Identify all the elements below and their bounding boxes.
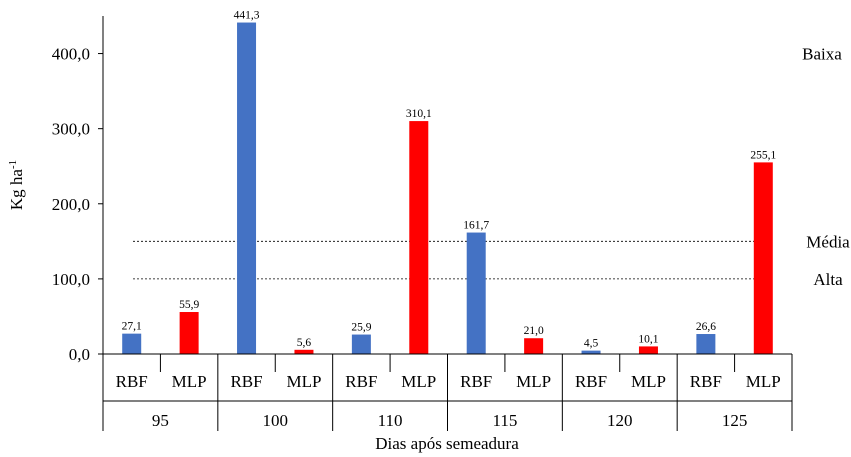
bar-120-rbf <box>581 350 601 354</box>
reference-label: Alta <box>813 270 843 289</box>
y-tick-label: 300,0 <box>52 120 90 139</box>
data-label: 27,1 <box>122 321 142 333</box>
bar-125-mlp <box>753 162 773 354</box>
category-label: MLP <box>631 372 666 391</box>
data-label: 26,6 <box>696 321 716 333</box>
bar-115-rbf <box>466 232 486 354</box>
data-label: 5,6 <box>297 337 312 349</box>
data-label: 161,7 <box>463 220 489 232</box>
group-label: 95 <box>152 411 169 430</box>
group-label: 100 <box>263 411 289 430</box>
reference-lines <box>133 240 763 280</box>
category-label: RBF <box>116 372 148 391</box>
y-tick-label: 200,0 <box>52 195 90 214</box>
data-label: 25,9 <box>351 322 371 334</box>
y-axis-title: Kg ha-1 <box>7 160 26 210</box>
bar-115-mlp <box>524 338 544 354</box>
group-label: 120 <box>607 411 633 430</box>
data-label: 310,1 <box>406 108 432 120</box>
category-label: RBF <box>575 372 607 391</box>
category-label: RBF <box>345 372 377 391</box>
bar-125-rbf <box>696 334 716 354</box>
y-tick-label: 400,0 <box>52 45 90 64</box>
category-label: MLP <box>516 372 551 391</box>
data-label: 441,3 <box>234 10 260 22</box>
y-tick-label: 100,0 <box>52 270 90 289</box>
data-label: 21,0 <box>524 325 544 337</box>
y-tick-label: 0,0 <box>69 345 90 364</box>
category-label: MLP <box>401 372 436 391</box>
axes <box>98 16 793 431</box>
category-label: RBF <box>230 372 262 391</box>
data-label: 55,9 <box>179 299 199 311</box>
reference-label: Média <box>806 232 850 251</box>
y-axis-title-base: Kg ha <box>7 169 26 211</box>
bar-120-mlp <box>638 346 658 354</box>
data-label: 255,1 <box>750 149 776 161</box>
category-label: MLP <box>286 372 321 391</box>
labels: Média Alta Baixa 27,1 RBF 55,9 MLP 441,3 RBF 5,6 M… <box>52 10 850 430</box>
category-label: MLP <box>172 372 207 391</box>
group-label: 115 <box>492 411 517 430</box>
category-label: RBF <box>690 372 722 391</box>
bar-100-mlp <box>294 349 314 354</box>
y-axis-title-superscript: -1 <box>7 160 19 169</box>
category-label: RBF <box>460 372 492 391</box>
bar-110-rbf <box>351 334 371 354</box>
bar-95-mlp <box>179 312 199 354</box>
group-label: 125 <box>722 411 748 430</box>
bar-100-rbf <box>237 22 257 354</box>
data-label: 10,1 <box>638 333 658 345</box>
data-label: 4,5 <box>584 338 599 350</box>
annotation-label: Baixa <box>802 45 842 64</box>
category-label: MLP <box>746 372 781 391</box>
group-label: 110 <box>378 411 403 430</box>
bars <box>122 22 773 354</box>
bar-110-mlp <box>409 121 429 354</box>
x-axis-title: Dias após semeadura <box>375 434 519 453</box>
bar-95-rbf <box>122 333 142 354</box>
